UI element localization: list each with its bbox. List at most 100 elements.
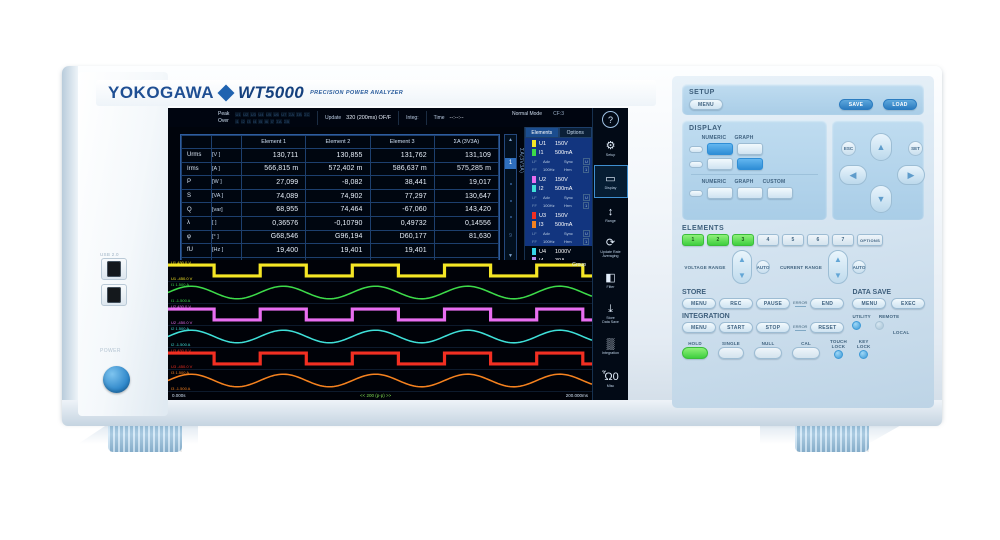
page-up-icon[interactable]: ▲ xyxy=(508,137,513,143)
table-row[interactable]: Q [var] 68,955 74,464 -67,060 143,420 xyxy=(181,202,500,217)
integration-reset-button[interactable]: RESET xyxy=(810,322,845,333)
table-row[interactable]: φ [° ] G68,546 G96,194 D60,177 81,630 xyxy=(181,229,500,245)
side-menu-save[interactable]: ⤓ Store Data Save xyxy=(594,297,628,330)
waveform-display[interactable]: Group U1 450.0 V U1 -450.0 V I1 1.500 A I1 … xyxy=(168,260,592,400)
help-icon[interactable]: ? xyxy=(602,111,619,128)
element-button-6[interactable]: 6 xyxy=(807,234,829,246)
nav-left-button[interactable]: ◀ xyxy=(839,165,867,185)
side-menu-range[interactable]: ↕ Range xyxy=(594,198,628,231)
waveform-trace-I1[interactable]: I1 1.500 A I1 -1.500 A xyxy=(168,282,592,304)
key-lock-button[interactable] xyxy=(859,350,869,359)
hold-button[interactable] xyxy=(682,347,708,359)
trace-scale-bottom: I1 -1.500 A xyxy=(171,298,191,303)
element-options-button[interactable]: OPTIONS xyxy=(857,234,883,246)
usb-port-1[interactable] xyxy=(101,258,127,280)
integration-menu-button[interactable]: MENU xyxy=(682,322,716,333)
page-down-icon[interactable]: ▼ xyxy=(508,253,513,259)
display-graph-1-button[interactable] xyxy=(737,143,763,155)
setup-menu-button[interactable]: MENU xyxy=(689,99,723,110)
side-menu-display[interactable]: ▭ Display xyxy=(593,165,628,198)
numeric-table[interactable]: Element 1 Element 2 Element 3 ΣA (3V3A) Urm… xyxy=(180,134,500,272)
store-menu-button[interactable]: MENU xyxy=(682,298,716,309)
side-menu-refresh[interactable]: ⟳ Update Rate Averaging xyxy=(594,231,628,264)
channel-row[interactable]: I3 500mA xyxy=(532,220,592,229)
utility-button[interactable] xyxy=(852,321,862,330)
current-auto-button[interactable]: AUTO xyxy=(852,260,866,274)
waveform-trace-U1[interactable]: U1 450.0 V U1 -450.0 V xyxy=(168,260,592,282)
element-button-7[interactable]: 7 xyxy=(832,234,854,246)
lcd-screen[interactable]: Peak U1 U2 U3 U4 U5 U6 U7 ΣA ΣB ΣC Over I1 I2 I3 I4 I… xyxy=(168,108,628,400)
waveform-trace-I3[interactable]: I3 1.500 A I3 -1.500 A xyxy=(168,370,592,392)
nav-up-button[interactable]: ▲ xyxy=(870,133,892,161)
display-numeric-3-button[interactable] xyxy=(707,187,733,199)
voltage-auto-button[interactable]: AUTO xyxy=(756,260,770,274)
table-row[interactable]: Urms [V ] 130,711 130,855 131,762 131,109 xyxy=(181,148,500,163)
display-numeric-2-button[interactable] xyxy=(707,158,733,170)
channel-row[interactable]: U3 150V xyxy=(532,211,592,220)
cal-button[interactable] xyxy=(792,347,820,359)
element-group[interactable]: U3 150V I3 500mA LF Adv Sync U FF 100Hz Hrm 1 xyxy=(525,210,592,246)
element-button-2[interactable]: 2 xyxy=(707,234,729,246)
channel-row[interactable]: U2 150V xyxy=(532,175,592,184)
voltage-range-stepper[interactable]: ▲ ▼ xyxy=(732,250,752,284)
nav-down-button[interactable]: ▼ xyxy=(870,185,892,213)
display-graph-3-button[interactable] xyxy=(737,187,763,199)
element-button-1[interactable]: 1 xyxy=(682,234,704,246)
waveform-trace-U3[interactable]: U3 450.0 V U3 -450.0 V xyxy=(168,348,592,370)
store-end-button[interactable]: END xyxy=(810,298,845,309)
side-menu-filter[interactable]: ◧ Filter xyxy=(594,264,628,297)
usb-port-2[interactable] xyxy=(101,284,127,306)
side-menu-chart[interactable]: ▒ Integration xyxy=(594,330,628,363)
side-menu-gear[interactable]: ⚙ Setup xyxy=(594,132,628,165)
channel-row[interactable]: U1 150V xyxy=(532,139,592,148)
side-soft-menu[interactable]: ? ⚙ Setup ▭ Display ↕ Range ⟳ Update Rate Avera… xyxy=(592,108,628,400)
integration-start-button[interactable]: START xyxy=(719,322,753,333)
display-numeric-1-button[interactable] xyxy=(707,143,733,155)
set-button[interactable]: SET xyxy=(908,141,923,156)
remote-button[interactable] xyxy=(875,321,885,330)
data-save-menu-button[interactable]: MENU xyxy=(852,298,887,309)
elements-tab-options[interactable]: Options xyxy=(558,127,592,138)
element-button-4[interactable]: 4 xyxy=(757,234,779,246)
store-rec-button[interactable]: REC xyxy=(719,298,753,309)
channel-row[interactable]: U4 1000V xyxy=(532,247,592,256)
element-group[interactable]: U2 150V I2 500mA LF Adv Sync U FF 100Hz Hrm 1 xyxy=(525,174,592,210)
voltage-range-up-icon[interactable]: ▲ xyxy=(738,254,746,264)
table-row[interactable]: Irms [A ] 566,815 m 572,402 m 586,637 m 575,2… xyxy=(181,161,500,177)
voltage-range-down-icon[interactable]: ▼ xyxy=(738,270,746,280)
display-graph-2-button[interactable] xyxy=(737,158,763,170)
waveform-trace-U2[interactable]: U2 450.0 V U2 -450.0 V xyxy=(168,304,592,326)
current-range-down-icon[interactable]: ▼ xyxy=(834,270,842,280)
integration-stop-button[interactable]: STOP xyxy=(756,322,790,333)
table-row[interactable]: S [VA ] 74,089 74,902 77,297 130,647 xyxy=(181,188,500,204)
power-button[interactable] xyxy=(103,366,130,393)
store-pause-button[interactable]: PAUSE xyxy=(756,298,790,309)
data-save-exec-button[interactable]: EXEC xyxy=(891,298,926,309)
waveform-trace-I2[interactable]: I2 1.500 A I2 -1.500 A xyxy=(168,326,592,348)
page-selector[interactable]: ▲ 1 9 ▼ xyxy=(504,134,517,262)
channel-row[interactable]: I1 500mA xyxy=(532,148,592,157)
table-row[interactable]: fU [Hz ] 19,400 19,401 19,401 xyxy=(181,243,500,258)
trace-scale-top: I2 1.500 A xyxy=(171,326,190,331)
null-button[interactable] xyxy=(754,347,782,359)
current-range-up-icon[interactable]: ▲ xyxy=(834,254,842,264)
power-label: POWER xyxy=(100,348,121,354)
nav-right-button[interactable]: ▶ xyxy=(897,165,925,185)
touch-lock-button[interactable] xyxy=(833,350,843,359)
element-button-3[interactable]: 3 xyxy=(732,234,754,246)
setup-save-button[interactable]: SAVE xyxy=(839,99,873,110)
single-button[interactable] xyxy=(718,347,744,359)
channel-row[interactable]: I2 500mA xyxy=(532,184,592,193)
element-button-5[interactable]: 5 xyxy=(782,234,804,246)
setup-load-button[interactable]: LOAD xyxy=(883,99,917,110)
nav-pad[interactable]: ESC SET ▲ ▼ ◀ ▶ xyxy=(839,125,925,215)
display-custom-button[interactable] xyxy=(767,187,793,199)
element-group[interactable]: U1 150V I1 500mA LF Adv Sync U FF 100Hz Hrm 1 xyxy=(525,138,592,174)
elements-tab-elements[interactable]: Elements xyxy=(525,127,559,138)
side-menu-toolbox[interactable]: Ὦ0 Misc xyxy=(594,363,628,396)
esc-button[interactable]: ESC xyxy=(841,141,856,156)
current-range-stepper[interactable]: ▲ ▼ xyxy=(828,250,848,284)
table-col-header xyxy=(211,135,242,149)
table-row[interactable]: λ[ ] 0,36576 -0,10790 0,49732 0,14556 xyxy=(181,215,500,231)
table-row[interactable]: P [W ] 27,099 -8,082 38,441 19,017 xyxy=(181,175,500,190)
